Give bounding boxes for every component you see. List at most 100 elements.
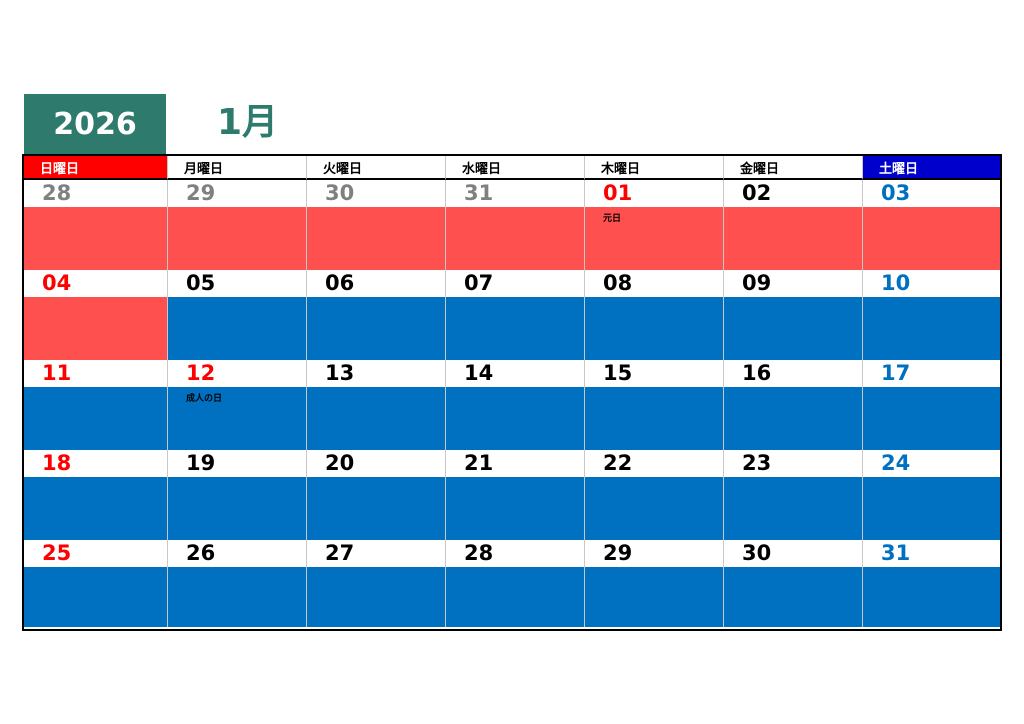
day-cell[interactable]: 28 — [446, 540, 585, 627]
weekday-header-tuesday: 火曜日 — [307, 156, 446, 180]
day-fill — [446, 207, 584, 270]
day-number-band — [446, 540, 584, 567]
day-cell[interactable]: 03 — [863, 180, 1000, 270]
day-number-band — [446, 180, 584, 207]
day-fill — [24, 387, 167, 450]
day-fill — [585, 477, 723, 540]
day-cell[interactable]: 06 — [307, 270, 446, 360]
day-number: 03 — [881, 181, 911, 205]
day-cell[interactable]: 21 — [446, 450, 585, 540]
day-number-band — [168, 540, 306, 567]
day-fill — [724, 387, 862, 450]
day-number: 30 — [325, 181, 355, 205]
day-fill — [863, 567, 1000, 627]
day-number: 28 — [464, 541, 494, 565]
day-number: 21 — [464, 451, 494, 475]
day-number: 23 — [742, 451, 772, 475]
day-cell[interactable]: 22 — [585, 450, 724, 540]
weekday-header-friday: 金曜日 — [724, 156, 863, 180]
day-number: 15 — [603, 361, 633, 385]
day-cell[interactable]: 16 — [724, 360, 863, 450]
day-number: 12 — [186, 361, 216, 385]
day-fill — [24, 207, 167, 270]
day-cell[interactable]: 30 — [307, 180, 446, 270]
day-cell[interactable]: 08 — [585, 270, 724, 360]
day-fill — [863, 387, 1000, 450]
day-number-band — [24, 180, 167, 207]
day-number: 02 — [742, 181, 772, 205]
day-number: 26 — [186, 541, 216, 565]
day-cell[interactable]: 10 — [863, 270, 1000, 360]
day-fill — [307, 477, 445, 540]
day-cell[interactable]: 29 — [585, 540, 724, 627]
day-cell[interactable]: 31 — [863, 540, 1000, 627]
day-number-band — [585, 180, 723, 207]
day-fill — [446, 297, 584, 360]
day-cell[interactable]: 24 — [863, 450, 1000, 540]
day-number: 17 — [881, 361, 911, 385]
day-fill — [24, 567, 167, 627]
day-fill — [168, 387, 306, 450]
calendar-grid: 日曜日 月曜日 火曜日 水曜日 木曜日 金曜日 土曜日 28 29 30 31 01 元日 02 03 04 0… — [22, 154, 1002, 631]
day-number: 20 — [325, 451, 355, 475]
day-number-band — [446, 360, 584, 387]
day-cell[interactable]: 23 — [724, 450, 863, 540]
day-fill — [168, 567, 306, 627]
day-number: 14 — [464, 361, 494, 385]
day-cell[interactable]: 19 — [168, 450, 307, 540]
day-number-band — [585, 360, 723, 387]
day-cell[interactable]: 18 — [24, 450, 168, 540]
day-number: 07 — [464, 271, 494, 295]
day-number-band — [24, 360, 167, 387]
day-number-band — [724, 360, 862, 387]
weekday-header-monday: 月曜日 — [168, 156, 307, 180]
holiday-label: 成人の日 — [186, 394, 223, 404]
day-number-band — [585, 540, 723, 567]
day-cell[interactable]: 13 — [307, 360, 446, 450]
day-number: 28 — [42, 181, 72, 205]
day-cell[interactable]: 11 — [24, 360, 168, 450]
day-number: 19 — [186, 451, 216, 475]
day-fill — [446, 387, 584, 450]
day-cell[interactable]: 15 — [585, 360, 724, 450]
weekday-header-saturday: 土曜日 — [863, 156, 1000, 180]
day-cell[interactable]: 29 — [168, 180, 307, 270]
day-number: 05 — [186, 271, 216, 295]
day-cell[interactable]: 09 — [724, 270, 863, 360]
day-cell[interactable]: 26 — [168, 540, 307, 627]
day-cell[interactable]: 05 — [168, 270, 307, 360]
day-cell[interactable]: 07 — [446, 270, 585, 360]
day-cell[interactable]: 27 — [307, 540, 446, 627]
day-number: 01 — [603, 181, 633, 205]
day-number-band — [24, 450, 167, 477]
day-fill — [724, 477, 862, 540]
day-cell[interactable]: 04 — [24, 270, 168, 360]
day-cell[interactable]: 30 — [724, 540, 863, 627]
day-cell[interactable]: 17 — [863, 360, 1000, 450]
day-number: 30 — [742, 541, 772, 565]
day-cell[interactable]: 01 元日 — [585, 180, 724, 270]
day-cell[interactable]: 14 — [446, 360, 585, 450]
day-cell[interactable]: 02 — [724, 180, 863, 270]
day-number-band — [724, 540, 862, 567]
day-number: 27 — [325, 541, 355, 565]
day-number-band — [168, 270, 306, 297]
day-fill — [724, 207, 862, 270]
day-number: 04 — [42, 271, 72, 295]
day-cell[interactable]: 12 成人の日 — [168, 360, 307, 450]
day-cell[interactable]: 28 — [24, 180, 168, 270]
day-number-band — [168, 450, 306, 477]
day-number-band — [585, 450, 723, 477]
day-number-band — [307, 540, 445, 567]
day-fill — [585, 387, 723, 450]
day-number: 31 — [464, 181, 494, 205]
day-number-band — [307, 450, 445, 477]
day-fill — [24, 297, 167, 360]
day-cell[interactable]: 25 — [24, 540, 168, 627]
day-number: 25 — [42, 541, 72, 565]
day-cell[interactable]: 20 — [307, 450, 446, 540]
day-cell[interactable]: 31 — [446, 180, 585, 270]
day-fill — [585, 297, 723, 360]
year-badge: 2026 — [24, 94, 166, 154]
day-fill — [307, 387, 445, 450]
